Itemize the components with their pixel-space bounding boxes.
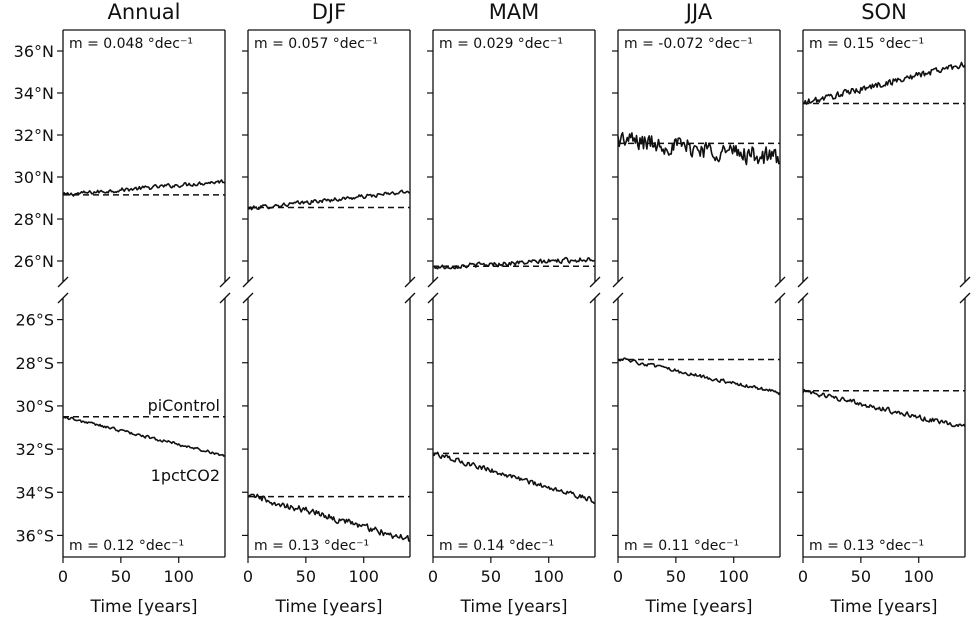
axis-break-mark-1-1	[404, 276, 416, 288]
axis-break-mark-3-3	[774, 292, 786, 304]
series-1pctco2-south-3	[617, 357, 781, 396]
axis-break-mark-1-2	[242, 292, 254, 304]
axis-break-mark-3-1	[774, 276, 786, 288]
x-axis-label-1: Time [years]	[274, 597, 382, 617]
x-tick-label-3-2: 100	[718, 567, 749, 586]
y-tick-label-bottom-1: 28°S	[15, 354, 54, 373]
series-1pctco2-north-2	[432, 256, 596, 270]
x-tick-label-1-1: 50	[296, 567, 316, 586]
panel-title-1: DJF	[312, 0, 346, 24]
slope-label-south-1: m = 0.13 °dec⁻¹	[254, 538, 369, 554]
axis-break-mark-0-0	[57, 276, 69, 288]
y-tick-label-bottom-4: 34°S	[15, 483, 54, 502]
slope-label-north-3: m = -0.072 °dec⁻¹	[624, 36, 753, 52]
axis-break-mark-2-0	[427, 276, 439, 288]
axis-break-mark-3-0	[612, 276, 624, 288]
x-tick-label-2-2: 100	[533, 567, 564, 586]
slope-label-north-2: m = 0.029 °dec⁻¹	[439, 36, 563, 52]
x-tick-label-4-1: 50	[851, 567, 871, 586]
axis-break-mark-0-1	[219, 276, 231, 288]
x-tick-label-2-0: 0	[428, 567, 438, 586]
legend-picontrol: piControl	[148, 396, 220, 415]
x-axis-label-3: Time [years]	[644, 597, 752, 617]
slope-label-south-2: m = 0.14 °dec⁻¹	[439, 538, 554, 554]
slope-label-south-3: m = 0.11 °dec⁻¹	[624, 538, 739, 554]
panel-title-2: MAM	[489, 0, 540, 24]
slope-label-south-0: m = 0.12 °dec⁻¹	[69, 538, 184, 554]
y-tick-label-top-3: 32°N	[14, 126, 54, 145]
axis-break-mark-1-0	[242, 276, 254, 288]
x-axis-label-4: Time [years]	[829, 597, 937, 617]
x-axis-label-2: Time [years]	[459, 597, 567, 617]
axis-break-mark-1-3	[404, 292, 416, 304]
y-tick-label-top-5: 36°N	[14, 42, 54, 61]
legend-1pctco2: 1pctCO2	[151, 466, 220, 485]
axis-break-mark-2-1	[589, 276, 601, 288]
x-tick-label-1-0: 0	[243, 567, 253, 586]
x-tick-label-0-1: 50	[111, 567, 131, 586]
axis-break-mark-0-2	[57, 292, 69, 304]
series-1pctco2-south-0	[62, 416, 226, 457]
axis-break-mark-4-0	[797, 276, 809, 288]
y-tick-label-bottom-0: 26°S	[15, 311, 54, 330]
slope-label-north-1: m = 0.057 °dec⁻¹	[254, 36, 378, 52]
series-1pctco2-north-1	[247, 189, 411, 211]
slope-label-north-4: m = 0.15 °dec⁻¹	[809, 36, 924, 52]
x-tick-label-1-2: 100	[348, 567, 379, 586]
y-tick-label-top-1: 28°N	[14, 210, 54, 229]
x-tick-label-2-1: 50	[481, 567, 501, 586]
x-tick-label-4-0: 0	[798, 567, 808, 586]
series-1pctco2-north-0	[62, 179, 226, 197]
y-tick-label-top-2: 30°N	[14, 168, 54, 187]
x-tick-label-0-2: 100	[163, 567, 194, 586]
x-tick-label-3-1: 50	[666, 567, 686, 586]
y-tick-label-top-0: 26°N	[14, 252, 54, 271]
panel-title-0: Annual	[108, 0, 181, 24]
series-1pctco2-south-4	[802, 388, 966, 428]
series-1pctco2-south-1	[247, 493, 411, 543]
series-1pctco2-north-3	[617, 131, 781, 166]
axis-break-mark-4-1	[959, 276, 971, 288]
panel-title-3: JJA	[684, 0, 713, 24]
slope-label-north-0: m = 0.048 °dec⁻¹	[69, 36, 193, 52]
x-tick-label-4-2: 100	[903, 567, 934, 586]
series-1pctco2-north-4	[802, 61, 966, 105]
y-tick-label-bottom-3: 32°S	[15, 440, 54, 459]
x-tick-label-3-0: 0	[613, 567, 623, 586]
axis-break-mark-2-2	[427, 292, 439, 304]
slope-label-south-4: m = 0.13 °dec⁻¹	[809, 538, 924, 554]
panel-title-4: SON	[861, 0, 907, 24]
y-tick-label-top-4: 34°N	[14, 84, 54, 103]
series-1pctco2-south-2	[432, 451, 596, 505]
y-tick-label-bottom-2: 30°S	[15, 397, 54, 416]
axis-break-mark-2-3	[589, 292, 601, 304]
x-axis-label-0: Time [years]	[89, 597, 197, 617]
axis-break-mark-4-3	[959, 292, 971, 304]
axis-break-mark-4-2	[797, 292, 809, 304]
y-tick-label-bottom-5: 36°S	[15, 526, 54, 545]
x-tick-label-0-0: 0	[58, 567, 68, 586]
axis-break-mark-3-2	[612, 292, 624, 304]
axis-break-mark-0-3	[219, 292, 231, 304]
